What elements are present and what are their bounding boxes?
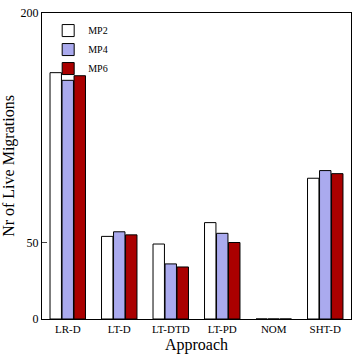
svg-text:Nr of Live Migrations: Nr of Live Migrations (0, 95, 18, 237)
svg-text:SHT-D: SHT-D (310, 323, 341, 335)
svg-text:LT-D: LT-D (108, 323, 131, 335)
svg-text:MP4: MP4 (88, 44, 107, 55)
svg-text:Approach: Approach (165, 336, 228, 354)
svg-text:LT-DTD: LT-DTD (152, 323, 190, 335)
svg-text:200: 200 (21, 6, 39, 20)
svg-text:50: 50 (27, 236, 39, 250)
svg-text:NOM: NOM (261, 323, 287, 335)
svg-text:MP6: MP6 (88, 63, 107, 74)
svg-text:MP2: MP2 (88, 25, 107, 36)
svg-text:LT-PD: LT-PD (208, 323, 237, 335)
svg-text:0: 0 (33, 312, 39, 326)
svg-text:LR-D: LR-D (55, 323, 81, 335)
